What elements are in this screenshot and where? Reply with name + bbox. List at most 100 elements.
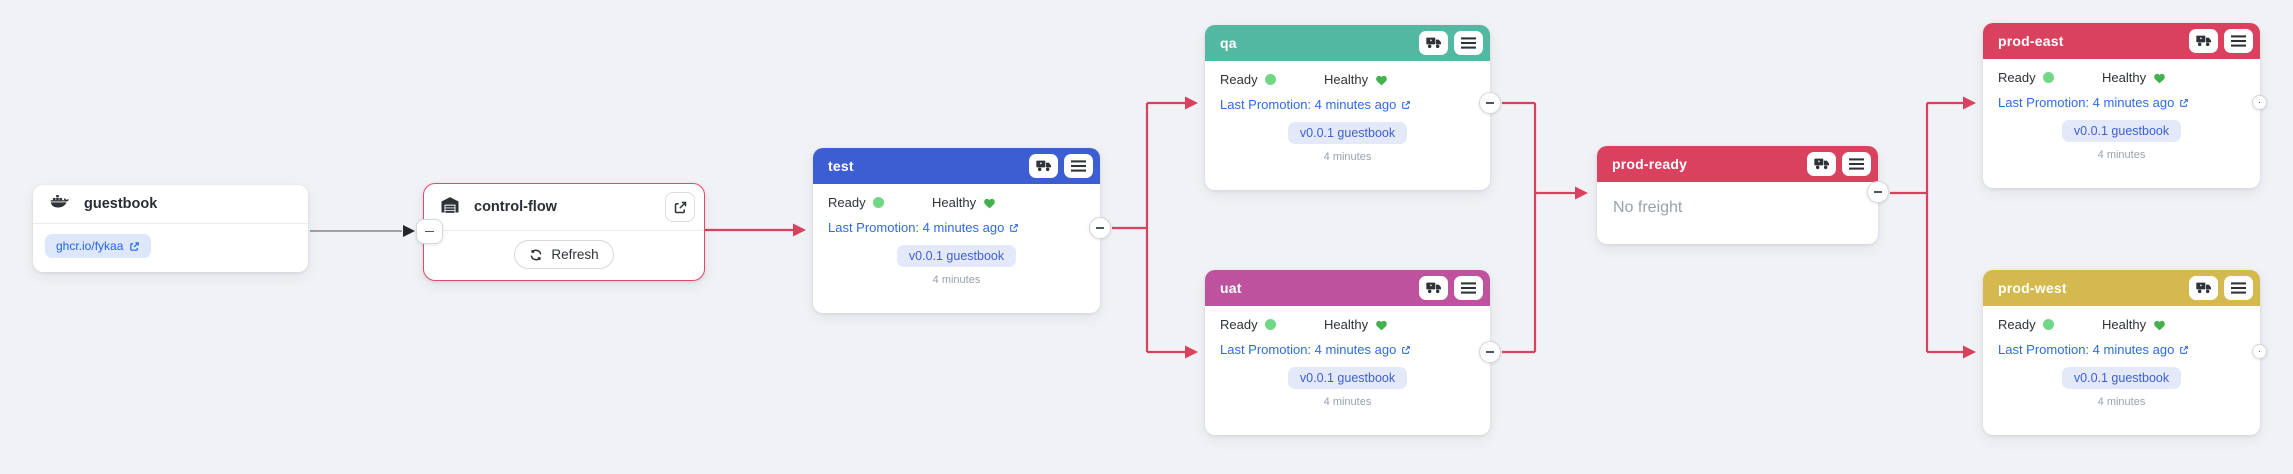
arrowhead-prod-east xyxy=(1963,96,1976,110)
freight-truck-button[interactable] xyxy=(1807,152,1836,176)
last-promotion-link[interactable]: Last Promotion: 4 minutes ago xyxy=(1220,97,1475,112)
arrowhead-qa xyxy=(1185,96,1198,110)
health-status: Healthy xyxy=(2102,70,2166,85)
stage-card-prod-west[interactable]: prod-west Ready H xyxy=(1983,270,2260,435)
stage-body: Ready Healthy Last Promotion: 4 minutes … xyxy=(813,184,1100,286)
last-promotion-link[interactable]: Last Promotion: 4 minutes ago xyxy=(828,220,1085,235)
status-row: Ready Healthy xyxy=(1220,72,1475,87)
refresh-button[interactable]: Refresh xyxy=(514,240,614,269)
minus-icon xyxy=(1096,227,1104,229)
freight-truck-button[interactable] xyxy=(1419,31,1448,55)
ready-dot-icon xyxy=(1264,319,1276,330)
stage-menu-button[interactable] xyxy=(2224,29,2253,53)
freight-truck-button[interactable] xyxy=(1029,154,1058,178)
stage-body: Ready Healthy Last Promotion: 4 minutes … xyxy=(1983,306,2260,408)
stage-card-uat[interactable]: uat Ready Healthy xyxy=(1205,270,1490,435)
truck-icon xyxy=(1035,160,1051,172)
arrowhead-prod-west xyxy=(1963,345,1976,359)
truck-icon xyxy=(2195,282,2211,294)
freight-version-badge[interactable]: v0.0.1 guestbook xyxy=(2061,120,2182,142)
stage-menu-button[interactable] xyxy=(1842,152,1871,176)
status-row: Ready Healthy xyxy=(1998,317,2245,332)
arrowhead-prod-ready xyxy=(1575,186,1588,200)
freight-badge-wrap: v0.0.1 guestbook xyxy=(1998,120,2245,142)
collapse-button-qa[interactable] xyxy=(1479,92,1501,114)
repo-card-guestbook[interactable]: guestbook ghcr.io/fykaa xyxy=(33,185,308,272)
collapse-button-test[interactable] xyxy=(1089,217,1111,239)
ready-label: Ready xyxy=(1220,317,1258,332)
last-promotion-link[interactable]: Last Promotion: 4 minutes ago xyxy=(1998,95,2245,110)
stage-header: prod-ready xyxy=(1597,146,1878,182)
last-promotion-link[interactable]: Last Promotion: 4 minutes ago xyxy=(1220,342,1475,357)
no-freight-label: No freight xyxy=(1613,199,1683,216)
ready-status: Ready xyxy=(1220,317,1298,332)
freight-badge-wrap: v0.0.1 guestbook xyxy=(828,245,1085,267)
heart-icon xyxy=(1376,320,1387,330)
stage-menu-button[interactable] xyxy=(1454,276,1483,300)
repo-card-body: ghcr.io/fykaa xyxy=(33,224,308,268)
stage-title: prod-east xyxy=(1998,33,2064,49)
stage-body: Ready Healthy Last Promotion: 4 minutes … xyxy=(1983,59,2260,161)
healthy-label: Healthy xyxy=(932,195,977,210)
status-row: Ready Healthy xyxy=(1998,70,2245,85)
healthy-label: Healthy xyxy=(1324,72,1369,87)
freight-version-badge[interactable]: v0.0.1 guestbook xyxy=(1287,367,1408,389)
freight-age: 4 minutes xyxy=(2097,396,2146,408)
stage-menu-button[interactable] xyxy=(1454,31,1483,55)
stage-header: prod-west xyxy=(1983,270,2260,306)
stage-menu-button[interactable] xyxy=(2224,276,2253,300)
external-link-icon xyxy=(1402,345,1411,354)
freight-version-badge[interactable]: v0.0.1 guestbook xyxy=(896,245,1017,267)
ready-status: Ready xyxy=(1998,70,2076,85)
heart-icon xyxy=(2154,73,2165,83)
heart-icon xyxy=(2154,320,2165,330)
healthy-label: Healthy xyxy=(1324,317,1369,332)
collapse-button-prod-east[interactable] xyxy=(2252,95,2267,110)
stage-title: uat xyxy=(1220,280,1242,296)
collapse-button-prod-west[interactable] xyxy=(2252,344,2267,359)
refresh-label: Refresh xyxy=(551,247,599,262)
ready-dot-icon xyxy=(1264,74,1276,85)
last-promotion-label: Last Promotion: 4 minutes ago xyxy=(1220,97,1397,112)
ready-dot-icon xyxy=(2042,72,2054,83)
arrowhead-test xyxy=(793,223,806,237)
last-promotion-link[interactable]: Last Promotion: 4 minutes ago xyxy=(1998,342,2245,357)
external-link-icon xyxy=(2180,345,2189,354)
truck-icon xyxy=(1813,158,1829,170)
health-status: Healthy xyxy=(932,195,996,210)
collapse-button-control-flow[interactable] xyxy=(416,219,443,244)
warehouse-open-button[interactable] xyxy=(665,192,695,222)
freight-version-badge[interactable]: v0.0.1 guestbook xyxy=(2061,367,2182,389)
health-status: Healthy xyxy=(1324,72,1388,87)
freight-age: 4 minutes xyxy=(932,274,981,286)
collapse-button-prod-ready[interactable] xyxy=(1867,181,1889,203)
ready-dot-icon xyxy=(2042,319,2054,330)
truck-icon xyxy=(1425,282,1441,294)
heart-icon xyxy=(1376,75,1387,85)
freight-version-badge[interactable]: v0.0.1 guestbook xyxy=(1287,122,1408,144)
stage-menu-button[interactable] xyxy=(1064,154,1093,178)
stage-card-prod-ready[interactable]: prod-ready No freight xyxy=(1597,146,1878,244)
status-row: Ready Healthy xyxy=(828,195,1085,210)
freight-age: 4 minutes xyxy=(1323,151,1372,163)
warehouse-card-control-flow[interactable]: control-flow Refresh xyxy=(423,183,705,281)
stage-card-prod-east[interactable]: prod-east Ready H xyxy=(1983,23,2260,188)
wire-test-branch xyxy=(1112,101,1186,354)
wire-prod-split xyxy=(1890,101,1964,354)
freight-badge-wrap: v0.0.1 guestbook xyxy=(1220,122,1475,144)
freight-truck-button[interactable] xyxy=(2189,276,2218,300)
repo-title: guestbook xyxy=(84,196,158,212)
status-row: Ready Healthy xyxy=(1220,317,1475,332)
stage-card-test[interactable]: test Ready Health xyxy=(813,148,1100,313)
repo-link-badge[interactable]: ghcr.io/fykaa xyxy=(45,234,152,258)
repo-link-label: ghcr.io/fykaa xyxy=(56,239,124,253)
warehouse-card-header: control-flow xyxy=(424,184,704,231)
freight-truck-button[interactable] xyxy=(1419,276,1448,300)
freight-truck-button[interactable] xyxy=(2189,29,2218,53)
hamburger-icon xyxy=(1461,37,1476,49)
last-promotion-label: Last Promotion: 4 minutes ago xyxy=(1998,95,2175,110)
stage-card-qa[interactable]: qa Ready Healthy xyxy=(1205,25,1490,190)
collapse-button-uat[interactable] xyxy=(1479,341,1501,363)
